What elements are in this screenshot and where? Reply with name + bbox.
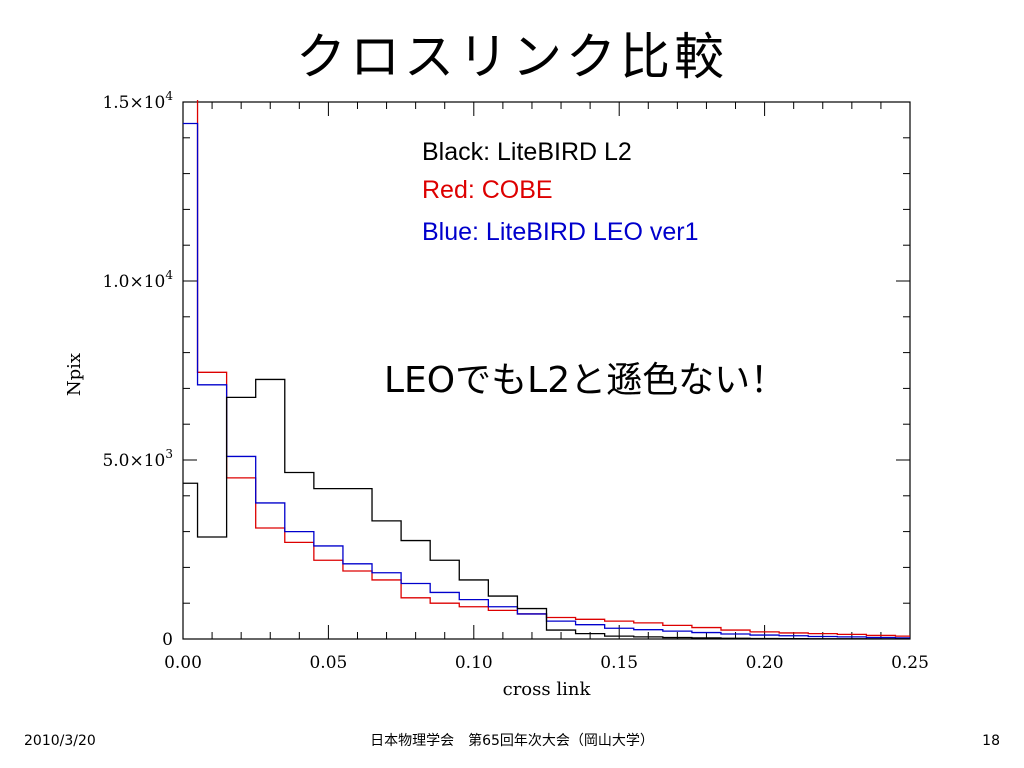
x-tick-label: 0.00 (164, 653, 202, 673)
x-tick-label: 0.20 (746, 653, 784, 673)
legend-entry-l2: Black: LiteBIRD L2 (422, 138, 632, 166)
y-tick-mantissa: 1.5×10 (102, 93, 165, 113)
plot-frame (182, 101, 911, 640)
y-tick-mantissa: 1.0×10 (102, 272, 165, 292)
slide-title: クロスリンク比較 (296, 28, 728, 86)
y-tick-exponent: 3 (165, 447, 173, 461)
y-tick-mantissa: 5.0×10 (102, 451, 165, 471)
y-tick-label: 1.5×104 (102, 89, 173, 113)
footer-conference: 日本物理学会 第65回年次大会（岡山大学） (370, 733, 654, 749)
y-axis-title: Npix (64, 353, 85, 396)
x-tick-label: 0.15 (600, 653, 638, 673)
chart-annotation: LEOでもL2と遜色ない！ (384, 360, 787, 401)
page-number: 18 (982, 733, 1000, 749)
x-tick-label: 0.05 (309, 653, 347, 673)
series-line-0 (183, 378, 910, 639)
y-tick-label: 5.0×103 (102, 447, 173, 471)
y-tick-label: 1.0×104 (102, 268, 173, 292)
plot-border (182, 101, 911, 640)
y-tick-mantissa: 0 (162, 630, 173, 650)
legend-entry-leo: Blue: LiteBIRD LEO ver1 (422, 218, 699, 246)
y-tick-exponent: 4 (165, 268, 173, 282)
x-tick-label: 0.25 (891, 653, 929, 673)
x-tick-label: 0.10 (455, 653, 493, 673)
legend-entry-cobe: Red: COBE (422, 176, 553, 204)
series-layer (183, 100, 910, 639)
y-tick-label: 0 (162, 630, 173, 650)
tick-labels: 0.00 0.05 0.10 0.15 0.20 0.2505.0×1031.0×1041… (102, 89, 928, 673)
footer-date: 2010/3/20 (24, 733, 96, 749)
y-tick-exponent: 4 (165, 89, 173, 103)
axis-ticks (182, 101, 911, 640)
x-axis-title: cross link (503, 679, 592, 700)
